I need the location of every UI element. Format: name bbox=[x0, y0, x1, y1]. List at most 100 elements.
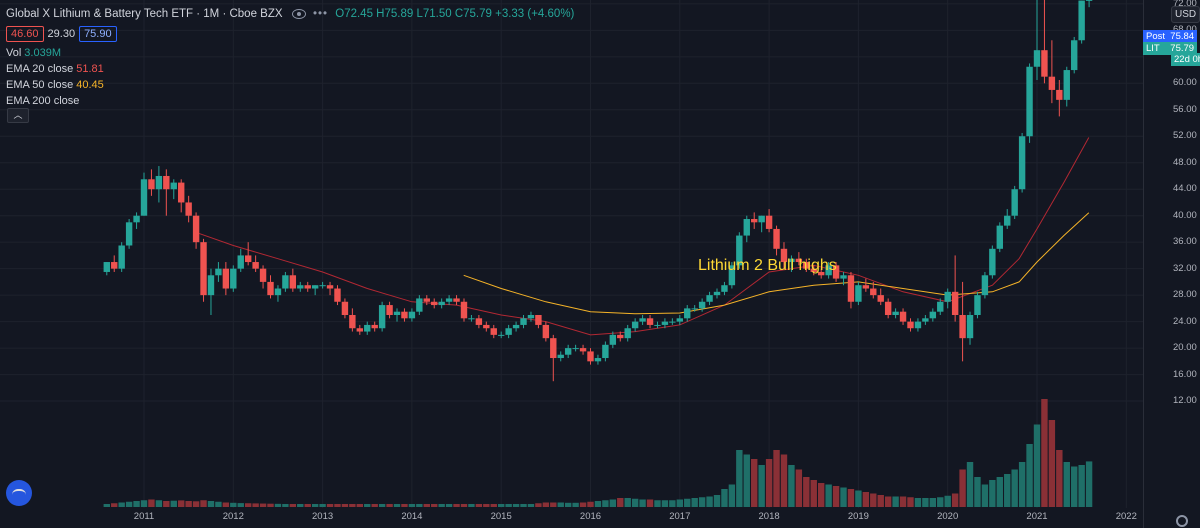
candle-body bbox=[959, 315, 966, 339]
indicator-vol[interactable]: Vol 3.039M bbox=[6, 47, 61, 59]
volume-bar bbox=[1011, 469, 1018, 507]
volume-bar bbox=[713, 495, 721, 507]
volume-bar bbox=[334, 504, 341, 507]
volume-bar bbox=[587, 501, 594, 507]
time-tick: 2020 bbox=[937, 511, 959, 522]
candle-body bbox=[587, 351, 594, 362]
volume-bar bbox=[892, 496, 899, 507]
candle-body bbox=[252, 262, 259, 269]
candle-body bbox=[438, 301, 445, 306]
candle-body bbox=[341, 301, 349, 315]
candle-body bbox=[646, 318, 654, 325]
candle-body bbox=[311, 285, 319, 289]
candle-body bbox=[1004, 215, 1011, 226]
candle-body bbox=[468, 318, 475, 320]
volume-bar bbox=[155, 500, 163, 507]
volume-bar bbox=[884, 496, 892, 507]
volume-bar bbox=[981, 484, 989, 507]
indicator-ema50[interactable]: EMA 50 close 40.45 bbox=[6, 79, 104, 91]
volume-bar bbox=[736, 450, 743, 507]
time-tick: 2017 bbox=[669, 511, 691, 522]
candle-body bbox=[706, 295, 713, 302]
volume-bar bbox=[505, 504, 512, 507]
candle-body bbox=[855, 285, 862, 302]
candle-body bbox=[944, 291, 951, 302]
volume-bar bbox=[1085, 461, 1093, 507]
bid-price[interactable]: 46.60 bbox=[6, 26, 44, 42]
candle-body bbox=[1056, 89, 1063, 100]
candle-body bbox=[989, 248, 996, 276]
price-tick: 20.00 bbox=[1173, 342, 1197, 354]
volume-bar bbox=[825, 484, 832, 507]
price-tick: 16.00 bbox=[1173, 368, 1197, 380]
candle-body bbox=[698, 301, 706, 309]
more-icon[interactable]: ••• bbox=[312, 8, 329, 20]
volume-bar bbox=[431, 504, 438, 507]
spread-value: 29.30 bbox=[47, 28, 76, 40]
candle-body bbox=[951, 291, 959, 315]
volume-bar bbox=[773, 450, 780, 507]
volume-bar bbox=[170, 500, 177, 507]
price-axis[interactable] bbox=[1143, 0, 1200, 528]
candle-body bbox=[178, 182, 185, 203]
indicator-ema20[interactable]: EMA 20 close 51.81 bbox=[6, 63, 104, 75]
candle-body bbox=[163, 175, 170, 190]
candle-body bbox=[624, 328, 631, 339]
volume-bar bbox=[297, 504, 304, 507]
time-tick: 2011 bbox=[133, 511, 155, 522]
candle-body bbox=[870, 288, 877, 296]
volume-bar bbox=[416, 504, 423, 507]
candle-body bbox=[1085, 0, 1093, 1]
candle-body bbox=[780, 248, 788, 263]
volume-bar bbox=[817, 483, 825, 507]
candle-body bbox=[862, 285, 870, 289]
volume-bar bbox=[847, 489, 855, 507]
price-tick: 36.00 bbox=[1173, 236, 1197, 248]
volume-bar bbox=[1063, 462, 1070, 507]
volume-bar bbox=[259, 503, 267, 507]
candle-body bbox=[631, 321, 639, 329]
candle-body bbox=[1011, 189, 1018, 216]
candle-body bbox=[884, 301, 892, 315]
candle-body bbox=[773, 228, 780, 249]
bid-ask-row: 46.60 29.30 75.90 bbox=[6, 26, 117, 42]
volume-bar bbox=[639, 499, 646, 507]
candle-body bbox=[617, 334, 624, 339]
indicator-ema200[interactable]: EMA 200 close bbox=[6, 95, 80, 107]
volume-bar bbox=[728, 484, 736, 507]
candle-body bbox=[520, 318, 527, 325]
volume-bar bbox=[564, 502, 572, 507]
volume-bar bbox=[527, 504, 535, 507]
volume-bar bbox=[1078, 465, 1085, 507]
price-tick: 12.00 bbox=[1173, 395, 1197, 407]
volume-bar bbox=[326, 504, 334, 507]
tradingview-logo-icon[interactable] bbox=[6, 480, 32, 506]
candle-body bbox=[1041, 50, 1048, 77]
candle-body bbox=[297, 285, 304, 289]
volume-bar bbox=[1056, 450, 1063, 507]
volume-bar bbox=[252, 503, 259, 507]
volume-bar bbox=[840, 487, 847, 507]
volume-bar bbox=[832, 486, 840, 507]
bar-countdown: 22d 0h bbox=[1171, 53, 1200, 66]
candle-body bbox=[304, 285, 311, 289]
time-tick: 2013 bbox=[312, 511, 334, 522]
volume-bar bbox=[393, 504, 401, 507]
price-chart[interactable] bbox=[0, 0, 1143, 528]
candle-body bbox=[334, 288, 341, 302]
volume-bar bbox=[185, 501, 192, 507]
candle-body bbox=[498, 334, 505, 336]
ask-price[interactable]: 75.90 bbox=[79, 26, 117, 42]
gear-icon[interactable] bbox=[1176, 515, 1188, 527]
collapse-chevron-icon[interactable]: ︿ bbox=[7, 108, 29, 123]
candle-body bbox=[751, 219, 758, 223]
candle-body bbox=[832, 265, 840, 279]
candle-body bbox=[713, 291, 721, 296]
candle-body bbox=[736, 235, 743, 266]
symbol-title[interactable]: Global X Lithium & Battery Tech ETF · 1M… bbox=[6, 8, 283, 20]
volume-bar bbox=[542, 502, 550, 507]
volume-bar bbox=[698, 497, 706, 507]
candle-body bbox=[200, 242, 207, 296]
eye-icon[interactable] bbox=[291, 8, 306, 19]
volume-bar bbox=[944, 495, 951, 507]
